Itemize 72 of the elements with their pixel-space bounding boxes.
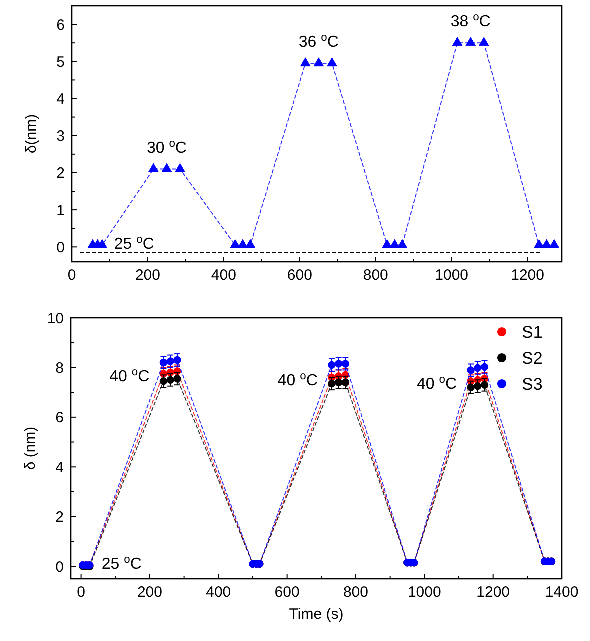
x-tick-label: 400 bbox=[211, 267, 236, 284]
x-tick-label: 1400 bbox=[545, 584, 579, 601]
y-tick-label: 0 bbox=[56, 558, 64, 576]
point bbox=[230, 239, 240, 248]
point bbox=[452, 37, 463, 46]
point bbox=[175, 163, 186, 172]
x-tick-label: 1200 bbox=[476, 584, 510, 601]
point bbox=[474, 382, 482, 390]
point bbox=[478, 37, 490, 46]
x-tick-label: 0 bbox=[68, 267, 76, 284]
point bbox=[328, 380, 336, 388]
point bbox=[534, 239, 544, 248]
point bbox=[334, 360, 343, 368]
point bbox=[390, 239, 400, 248]
annotation: 40 $^{o}$C bbox=[416, 374, 458, 393]
point bbox=[314, 58, 324, 67]
y-tick-label: 3 bbox=[56, 128, 65, 146]
x-tick-label: 200 bbox=[137, 584, 162, 601]
x-tick-label: 200 bbox=[135, 267, 160, 284]
point bbox=[467, 384, 475, 392]
point bbox=[174, 375, 182, 383]
x-tick-label: 400 bbox=[206, 584, 232, 601]
legend-label: S3 bbox=[522, 374, 543, 394]
point bbox=[542, 239, 552, 248]
point bbox=[166, 376, 174, 384]
y-tick-label: 5 bbox=[56, 54, 65, 71]
point bbox=[382, 239, 392, 248]
point bbox=[160, 378, 168, 386]
point bbox=[466, 37, 476, 46]
point bbox=[97, 239, 108, 248]
x-tick-label: 1000 bbox=[408, 584, 442, 601]
legend-label: S1 bbox=[522, 322, 543, 342]
point bbox=[148, 163, 159, 172]
annotation: 25 $^{o}$C bbox=[102, 554, 142, 573]
annotation: 40 $^{o}$C bbox=[278, 370, 318, 390]
x-tick-label: 800 bbox=[363, 267, 388, 284]
point bbox=[162, 163, 172, 172]
x-tick-label: 800 bbox=[343, 584, 368, 601]
annotation: 36 $^{o}$C bbox=[298, 32, 339, 52]
annotation: 30 $^{o}$C bbox=[146, 138, 187, 157]
point bbox=[342, 378, 350, 387]
point bbox=[334, 378, 343, 387]
point bbox=[480, 381, 489, 389]
annotation: 38 $^{o}$C bbox=[450, 12, 491, 31]
point bbox=[549, 239, 560, 248]
x-tick-label: 1200 bbox=[511, 267, 544, 284]
point bbox=[245, 239, 256, 248]
point bbox=[328, 361, 336, 370]
y-tick-label: 0 bbox=[56, 239, 65, 256]
annotation: 25 $^{o}$C bbox=[114, 234, 154, 253]
x-axis-title: Time (s) bbox=[289, 606, 344, 623]
y-tick-label: 4 bbox=[56, 91, 65, 108]
point bbox=[300, 58, 311, 67]
y-axis-title: δ (nm) bbox=[22, 426, 39, 470]
y-tick-label: 2 bbox=[56, 165, 65, 182]
y-tick-label: 6 bbox=[56, 410, 64, 427]
annotation: 40 $^{o}$C bbox=[110, 366, 150, 386]
y-tick-label: 8 bbox=[56, 360, 64, 377]
y-tick-label: 1 bbox=[56, 202, 65, 220]
y-tick-label: 2 bbox=[56, 509, 64, 526]
x-tick-label: 1000 bbox=[435, 267, 469, 284]
y-tick-label: 10 bbox=[47, 310, 64, 328]
point bbox=[238, 239, 248, 248]
point bbox=[397, 239, 408, 248]
x-tick-label: 0 bbox=[77, 584, 86, 601]
y-tick-label: 6 bbox=[56, 16, 65, 34]
x-tick-label: 600 bbox=[274, 584, 300, 601]
y-tick-label: 4 bbox=[56, 459, 64, 476]
point bbox=[327, 58, 338, 67]
legend-label: S2 bbox=[522, 348, 543, 368]
y-axis-title: δ(nm) bbox=[23, 114, 40, 154]
x-tick-label: 600 bbox=[287, 267, 312, 284]
